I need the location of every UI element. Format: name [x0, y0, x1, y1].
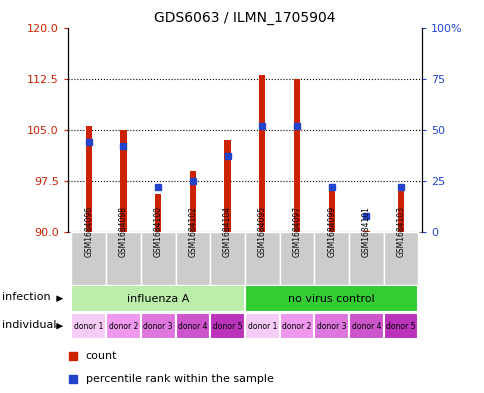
Bar: [383, 232, 418, 285]
Text: GSM1684098: GSM1684098: [119, 206, 128, 257]
Bar: [210, 232, 244, 285]
Text: donor 5: donor 5: [386, 322, 415, 331]
Text: influenza A: influenza A: [127, 294, 189, 304]
Bar: [258, 75, 265, 232]
Title: GDS6063 / ILMN_1705904: GDS6063 / ILMN_1705904: [154, 11, 335, 25]
Text: donor 1: donor 1: [74, 322, 103, 331]
Bar: [106, 313, 140, 340]
Bar: [71, 232, 106, 285]
Bar: [348, 313, 383, 340]
Bar: [279, 232, 314, 285]
Bar: [363, 231, 369, 232]
Bar: [155, 195, 161, 232]
Bar: [314, 313, 348, 340]
Bar: [328, 187, 334, 232]
Bar: [224, 140, 230, 232]
Bar: [175, 232, 210, 285]
Text: percentile rank within the sample: percentile rank within the sample: [85, 374, 273, 384]
Bar: [189, 171, 196, 232]
Bar: [348, 232, 383, 285]
Text: GSM1684101: GSM1684101: [361, 206, 370, 257]
Bar: [120, 130, 126, 232]
Text: donor 4: donor 4: [351, 322, 380, 331]
Text: no virus control: no virus control: [287, 294, 374, 304]
Text: GSM1684097: GSM1684097: [292, 206, 301, 257]
Text: donor 5: donor 5: [212, 322, 242, 331]
Bar: [279, 313, 314, 340]
Text: donor 3: donor 3: [317, 322, 346, 331]
Bar: [175, 313, 210, 340]
Bar: [397, 191, 403, 232]
Bar: [383, 313, 418, 340]
Bar: [244, 232, 279, 285]
Bar: [140, 313, 175, 340]
Text: donor 2: donor 2: [108, 322, 138, 331]
Bar: [244, 313, 279, 340]
Text: donor 1: donor 1: [247, 322, 276, 331]
Text: GSM1684102: GSM1684102: [188, 206, 197, 257]
Bar: [140, 232, 175, 285]
Bar: [85, 126, 91, 232]
Bar: [293, 79, 300, 232]
Text: GSM1684104: GSM1684104: [223, 206, 231, 257]
Text: infection: infection: [2, 292, 50, 302]
Bar: [210, 313, 244, 340]
Bar: [71, 313, 106, 340]
Text: donor 3: donor 3: [143, 322, 172, 331]
Bar: [314, 232, 348, 285]
Text: GSM1684095: GSM1684095: [257, 206, 266, 257]
Bar: [106, 232, 140, 285]
Bar: [244, 285, 418, 312]
Text: count: count: [85, 351, 117, 361]
Text: donor 2: donor 2: [282, 322, 311, 331]
Text: GSM1684096: GSM1684096: [84, 206, 93, 257]
Text: individual: individual: [2, 320, 57, 330]
Text: GSM1684100: GSM1684100: [153, 206, 162, 257]
Text: donor 4: donor 4: [178, 322, 207, 331]
Text: GSM1684099: GSM1684099: [327, 206, 335, 257]
Bar: [71, 285, 244, 312]
Text: GSM1684103: GSM1684103: [396, 206, 405, 257]
